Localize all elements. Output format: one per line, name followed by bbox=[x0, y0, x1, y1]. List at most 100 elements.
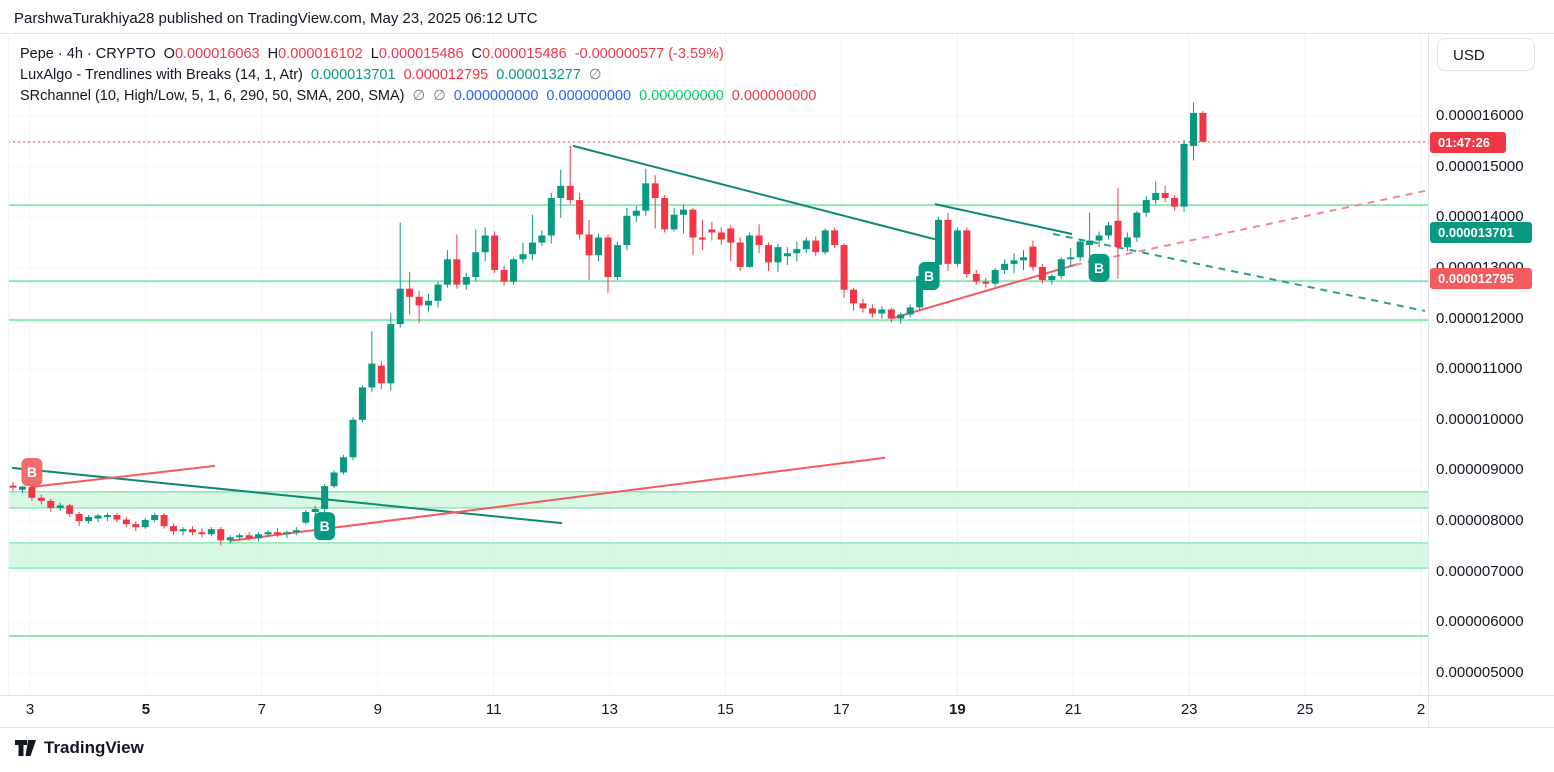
candle-body bbox=[160, 515, 168, 527]
candle-body bbox=[1180, 143, 1188, 207]
candle-body bbox=[632, 210, 640, 216]
candle-body bbox=[887, 309, 895, 319]
time-tick-label: 21 bbox=[1064, 701, 1082, 718]
signal-badge-label: B bbox=[924, 268, 934, 284]
candle-body bbox=[18, 486, 26, 490]
candle-body bbox=[453, 259, 461, 285]
ohlc-high: H0.000016102 bbox=[267, 46, 363, 62]
candle-body bbox=[878, 309, 886, 314]
legend-srchannel-row[interactable]: SRchannel (10, High/Low, 5, 1, 6, 290, 5… bbox=[20, 87, 816, 106]
candle-body bbox=[1057, 259, 1065, 277]
time-tick-label: 3 bbox=[25, 701, 35, 718]
candle-body bbox=[368, 363, 376, 388]
trendline bbox=[11, 466, 563, 525]
candle-body bbox=[434, 284, 442, 301]
candle-body bbox=[831, 230, 839, 246]
candle-body bbox=[141, 520, 149, 528]
candle-body bbox=[916, 276, 924, 308]
candle-body bbox=[1133, 212, 1141, 238]
time-tick-label: 2 bbox=[1416, 701, 1426, 718]
srchannel-value-1: 0.000000000 bbox=[453, 88, 539, 104]
time-tick-label: 25 bbox=[1296, 701, 1314, 718]
price-tick-label: 0.000006000 bbox=[1436, 613, 1524, 631]
candle-body bbox=[538, 235, 546, 243]
candle-body bbox=[9, 485, 17, 488]
luxalgo-upper-value: 0.000013701 bbox=[310, 67, 396, 83]
legend-luxalgo-row[interactable]: LuxAlgo - Trendlines with Breaks (14, 1,… bbox=[20, 66, 602, 85]
candle-body bbox=[661, 198, 669, 230]
candle-body bbox=[953, 230, 961, 264]
candle-body bbox=[56, 505, 64, 508]
legend-symbol-row[interactable]: Pepe · 4h · CRYPTO O0.000016063 H0.00001… bbox=[20, 45, 724, 64]
srchannel-value-3: 0.000000000 bbox=[639, 88, 724, 104]
candle-body bbox=[273, 532, 281, 535]
candle-body bbox=[1152, 192, 1160, 201]
published-line: ParshwaTurakhiya28 published on TradingV… bbox=[14, 10, 538, 27]
candle-body bbox=[1190, 112, 1197, 146]
time-tick-label: 19 bbox=[949, 701, 966, 718]
srchannel-value-4: 0.000000000 bbox=[731, 88, 817, 104]
price-tick-label: 0.000015000 bbox=[1436, 157, 1524, 175]
candle-body bbox=[812, 240, 820, 253]
candle-body bbox=[727, 228, 735, 243]
candle-body bbox=[623, 215, 631, 246]
tradingview-brand-text[interactable]: TradingView bbox=[44, 738, 144, 757]
candle-body bbox=[170, 526, 178, 532]
candle-body bbox=[859, 303, 867, 309]
candle-body bbox=[906, 307, 914, 315]
time-tick-label: 9 bbox=[373, 701, 382, 718]
price-level-badge: 0.000013701 bbox=[1430, 221, 1532, 243]
signal-badge-label: B bbox=[1094, 260, 1104, 276]
candle-body bbox=[283, 532, 291, 535]
candle-body bbox=[94, 515, 102, 519]
candle-body bbox=[755, 235, 763, 246]
candle-body bbox=[1171, 198, 1179, 207]
candle-body bbox=[113, 515, 121, 520]
currency-button[interactable]: USD bbox=[1437, 38, 1535, 71]
srchannel-value-2: 0.000000000 bbox=[546, 88, 632, 104]
candle-body bbox=[547, 198, 555, 236]
time-tick-label: 23 bbox=[1180, 701, 1198, 718]
candle-body bbox=[1048, 276, 1056, 281]
tradingview-logo-icon[interactable] bbox=[14, 737, 40, 759]
signal-badge bbox=[314, 512, 336, 541]
candle-body bbox=[1123, 237, 1131, 248]
price-tick-label: 0.000009000 bbox=[1436, 461, 1524, 479]
candle-body bbox=[1095, 235, 1103, 241]
price-tick-label: 0.000005000 bbox=[1436, 664, 1524, 681]
signal-badge-label: B bbox=[27, 464, 37, 480]
change-value: -0.000000577 (-3.59%) bbox=[574, 46, 724, 62]
candle-body bbox=[415, 296, 423, 306]
candle-body bbox=[566, 185, 574, 201]
candle-body bbox=[236, 535, 244, 538]
candle-body bbox=[746, 235, 754, 267]
candle-body bbox=[425, 300, 433, 306]
candle-body bbox=[179, 529, 187, 532]
candle-body bbox=[1029, 246, 1037, 267]
sr-band bbox=[8, 542, 1428, 569]
candle-body bbox=[1010, 260, 1018, 264]
candle-body bbox=[1086, 240, 1094, 246]
srchannel-empty-2: ∅ bbox=[433, 88, 446, 104]
indicator-title-srchannel: SRchannel (10, High/Low, 5, 1, 6, 290, 5… bbox=[20, 88, 405, 104]
candle-body bbox=[1038, 266, 1046, 281]
plot-left-border bbox=[8, 33, 9, 695]
price-axis-separator bbox=[1428, 33, 1429, 727]
candle-body bbox=[717, 232, 725, 240]
candle-body bbox=[500, 269, 508, 282]
candle-body bbox=[868, 308, 876, 314]
candle-body bbox=[217, 529, 225, 541]
candle-body bbox=[698, 237, 706, 240]
time-tick-label: 17 bbox=[833, 701, 850, 718]
candle-body bbox=[443, 259, 451, 285]
footer-separator bbox=[0, 727, 1554, 728]
candle-body bbox=[840, 245, 848, 290]
candle-body bbox=[103, 515, 111, 518]
candle-body bbox=[85, 517, 93, 522]
candle-body bbox=[689, 209, 697, 238]
candle-body bbox=[311, 508, 319, 512]
candle-body bbox=[736, 242, 744, 267]
luxalgo-empty-value: ∅ bbox=[588, 67, 602, 83]
srchannel-empty-1: ∅ bbox=[412, 88, 426, 104]
